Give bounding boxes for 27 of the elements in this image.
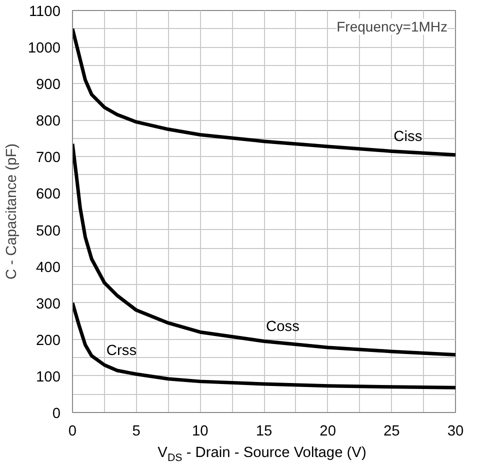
x-tick-label: 15 <box>256 424 272 440</box>
y-tick-label: 0 <box>52 406 61 422</box>
y-tick-label: 1100 <box>28 4 61 20</box>
y-tick-label: 200 <box>36 332 61 349</box>
y-tick-label: 700 <box>36 150 61 166</box>
y-tick-label: 600 <box>36 186 61 203</box>
y-tick-label: 400 <box>36 260 61 276</box>
series-label: Crss <box>106 342 137 359</box>
y-tick-label: 800 <box>36 114 61 130</box>
y-tick-label: 500 <box>36 223 61 240</box>
line-series <box>72 301 456 390</box>
y-axis-title: C - Capacitance (pF) <box>4 143 20 280</box>
x-tick-label: 0 <box>68 424 77 440</box>
y-tick-label: 100 <box>36 369 61 386</box>
x-tick-label: 10 <box>192 424 208 440</box>
x-tick-label: 5 <box>132 424 140 440</box>
x-tick-label: 20 <box>320 424 336 440</box>
x-axis-title: V$_{DS}$ - Drain - Source Voltage (V) <box>156 444 368 466</box>
x-tick-label: 30 <box>447 424 464 440</box>
y-tick-label: 1000 <box>28 40 61 57</box>
series-label: Coss <box>266 319 300 336</box>
annotation: Frequency=1MHz <box>336 18 448 34</box>
y-tick-label: 300 <box>36 296 61 312</box>
line-series <box>72 142 456 357</box>
y-tick-label: 900 <box>36 77 61 94</box>
x-tick-label: 25 <box>384 424 400 440</box>
series-label: Ciss <box>394 129 422 146</box>
